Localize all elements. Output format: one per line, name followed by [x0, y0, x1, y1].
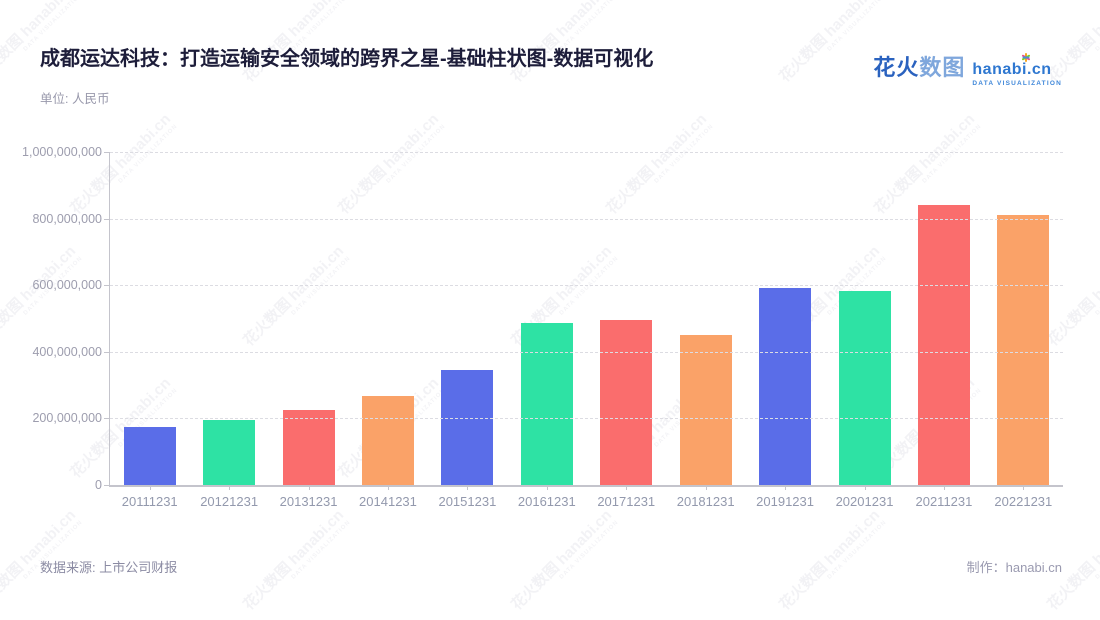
x-axis-label-20221231: 20221231: [994, 494, 1053, 509]
bar-slot-20171231: [587, 152, 666, 485]
x-axis-tick: [308, 485, 310, 490]
x-axis-tick: [1023, 485, 1025, 490]
x-axis-label-20161231: 20161231: [517, 494, 576, 509]
unit-label: 单位: 人民币: [40, 92, 110, 106]
x-axis-label-20121231: 20121231: [200, 494, 259, 509]
logo-zh-light: 数图: [919, 55, 966, 80]
bar-slot-20201231: [825, 152, 904, 485]
y-axis-tick: [104, 152, 109, 153]
bar-slot-20111231: [110, 152, 189, 485]
bar-20141231: [361, 396, 414, 485]
hanabi-logo[interactable]: 花火数图 hanabi.cn DATA VISUALIZATION: [873, 53, 1062, 87]
bar-20201231: [838, 290, 891, 485]
bar-20121231: [203, 419, 256, 485]
bar-slot-20141231: [348, 152, 427, 485]
bar-20191231: [759, 287, 812, 485]
y-axis-line: [109, 152, 110, 485]
y-axis-label: 600,000,000: [32, 278, 102, 293]
sparkle-icon: [1020, 53, 1032, 63]
logo-chinese-text: 花火数图: [873, 55, 965, 81]
y-axis-label: 0: [95, 478, 102, 492]
gridline-800,000,000: [110, 218, 1063, 220]
gridline-200,000,000: [110, 418, 1063, 420]
bar-20181231: [679, 334, 732, 485]
bars-container: [110, 152, 1063, 485]
x-axis-label-20211231: 20211231: [915, 494, 973, 509]
x-axis-tick: [943, 485, 945, 490]
bar-slot-20121231: [189, 152, 268, 485]
y-axis-label: 800,000,000: [32, 211, 102, 226]
x-axis-tick: [626, 485, 628, 490]
bar-20211231: [917, 204, 970, 485]
x-axis-label-20181231: 20181231: [676, 494, 735, 509]
bar-20111231: [123, 426, 176, 485]
bar-slot-20211231: [904, 152, 983, 485]
y-axis-tick: [104, 285, 109, 287]
x-axis-line: [109, 485, 1063, 487]
y-axis-tick: [104, 485, 109, 486]
x-axis-label-20201231: 20201231: [835, 494, 894, 509]
x-axis-label-20151231: 20151231: [438, 494, 497, 509]
y-axis-label: 200,000,000: [32, 411, 102, 426]
x-axis-label-20111231: 20111231: [121, 494, 178, 509]
gridline-1,000,000,000: [110, 152, 1063, 153]
y-axis-label: 400,000,000: [32, 344, 102, 359]
x-axis-label-20131231: 20131231: [279, 494, 338, 509]
data-source-note: 数据来源: 上市公司财报: [40, 560, 178, 575]
bar-20131231: [282, 410, 335, 485]
logo-tagline-text: DATA VISUALIZATION: [972, 80, 1062, 87]
x-axis-tick: [149, 485, 151, 490]
bar-20221231: [997, 214, 1050, 485]
x-axis-label-20141231: 20141231: [359, 494, 417, 509]
bar-slot-20131231: [269, 152, 348, 485]
x-axis-labels: 20111231 20121231 20131231 20141231 20151231…: [110, 494, 1063, 509]
gridline-400,000,000: [110, 351, 1063, 353]
x-axis-tick: [467, 485, 469, 490]
bar-slot-20161231: [507, 152, 586, 485]
x-axis-tick: [388, 485, 389, 490]
x-axis-tick: [546, 485, 548, 490]
y-axis-tick: [104, 351, 109, 353]
x-axis-tick: [705, 485, 707, 490]
bar-chart-plot-area: 20111231 20121231 20131231 20141231 20151231…: [22, 145, 1063, 509]
bar-slot-20191231: [745, 152, 824, 485]
logo-zh-strong: 花火: [873, 55, 920, 80]
x-axis-tick: [229, 485, 231, 490]
x-axis-label-20171231: 20171231: [597, 494, 656, 509]
gridline-600,000,000: [110, 285, 1063, 287]
y-axis-tick: [104, 418, 109, 420]
page-title: 成都运达科技：打造运输安全领域的跨界之星-基础柱状图-数据可视化: [40, 48, 654, 70]
logo-domain-text: hanabi.cn: [972, 61, 1052, 78]
bar-slot-20151231: [428, 152, 507, 485]
bar-20161231: [520, 322, 573, 485]
logo-english-block: hanabi.cn DATA VISUALIZATION: [972, 53, 1062, 87]
y-axis-label: 1,000,000,000: [22, 145, 102, 159]
bar-20171231: [600, 319, 653, 485]
x-axis-tick: [864, 485, 866, 490]
x-axis-tick: [785, 485, 786, 490]
bar-slot-20221231: [984, 152, 1063, 485]
x-axis-label-20191231: 20191231: [756, 494, 814, 509]
credit-note: 制作：hanabi.cn: [966, 560, 1062, 575]
bar-20151231: [441, 369, 494, 485]
y-axis-tick: [104, 218, 109, 220]
bar-slot-20181231: [666, 152, 745, 485]
